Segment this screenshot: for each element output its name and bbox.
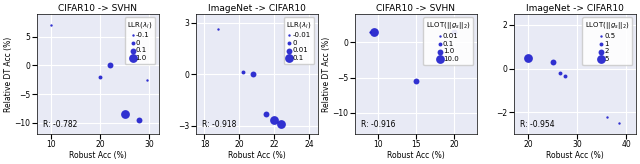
Point — [95, 76, 106, 78]
Point — [369, 30, 379, 33]
Point — [449, 30, 459, 33]
X-axis label: Robust Acc (%): Robust Acc (%) — [69, 151, 127, 160]
Title: ImageNet -> CIFAR10: ImageNet -> CIFAR10 — [526, 4, 624, 13]
Point — [237, 71, 248, 74]
Legend: 0.5, 1, 2, 5: 0.5, 1, 2, 5 — [582, 17, 632, 65]
Text: R: -0.782: R: -0.782 — [43, 120, 77, 129]
Point — [614, 122, 624, 125]
Y-axis label: Relative DT Acc (%): Relative DT Acc (%) — [322, 36, 331, 112]
Y-axis label: Relative DT Acc (%): Relative DT Acc (%) — [4, 36, 13, 112]
Point — [524, 56, 534, 59]
Text: R: -0.918: R: -0.918 — [202, 120, 236, 129]
Point — [248, 73, 259, 75]
Point — [213, 28, 223, 31]
Text: R: -0.916: R: -0.916 — [361, 120, 396, 129]
Point — [260, 112, 271, 115]
Legend: -0.1, 0, 0.1, 1.0: -0.1, 0, 0.1, 1.0 — [125, 17, 156, 64]
Legend: -0.01, 0, 0.01, 0.1: -0.01, 0, 0.01, 0.1 — [284, 17, 314, 64]
Point — [141, 79, 152, 81]
Point — [46, 24, 56, 27]
Title: CIFAR10 -> SVHN: CIFAR10 -> SVHN — [58, 4, 138, 13]
Point — [548, 61, 558, 63]
Point — [555, 72, 565, 74]
X-axis label: Robust Acc (%): Robust Acc (%) — [387, 151, 445, 160]
Point — [105, 64, 115, 67]
Point — [560, 75, 570, 78]
Point — [269, 119, 280, 122]
Point — [365, 30, 375, 33]
Point — [276, 123, 286, 125]
Legend: 0.01, 0.1, 1.0, 10.0: 0.01, 0.1, 1.0, 10.0 — [423, 17, 474, 65]
Point — [120, 113, 130, 115]
Title: CIFAR10 -> SVHN: CIFAR10 -> SVHN — [376, 4, 455, 13]
Title: ImageNet -> CIFAR10: ImageNet -> CIFAR10 — [208, 4, 306, 13]
Text: R: -0.954: R: -0.954 — [520, 120, 554, 129]
Point — [134, 119, 145, 121]
X-axis label: Robust Acc (%): Robust Acc (%) — [546, 151, 604, 160]
X-axis label: Robust Acc (%): Robust Acc (%) — [228, 151, 285, 160]
Point — [411, 80, 421, 82]
Point — [602, 115, 612, 118]
